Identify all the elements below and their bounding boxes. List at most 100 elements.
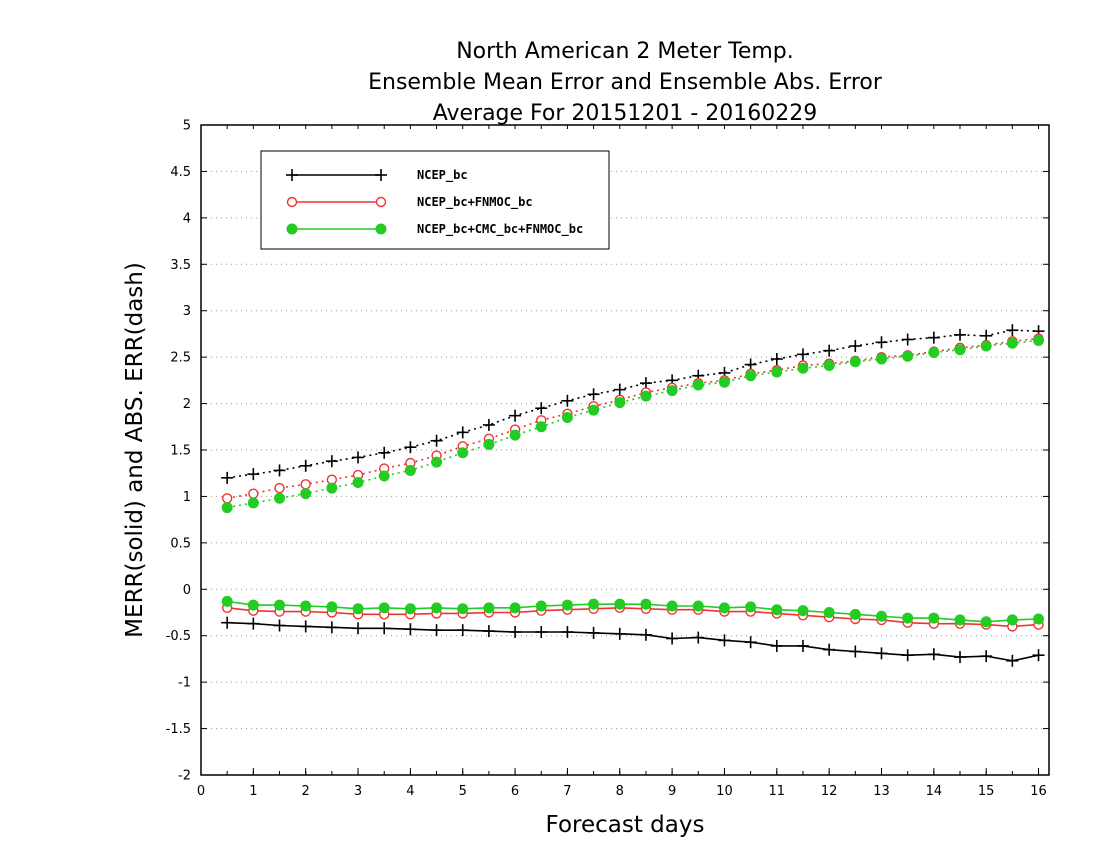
abs-err-point xyxy=(954,344,966,356)
y-tick-label: 2.5 xyxy=(170,351,191,366)
merr-point xyxy=(378,602,390,614)
merr-point xyxy=(718,602,730,614)
merr-point xyxy=(326,601,338,613)
abs-err-point xyxy=(431,456,443,468)
x-tick-label: 11 xyxy=(769,784,786,799)
merr-point xyxy=(875,610,887,622)
merr-point xyxy=(1006,614,1018,626)
x-tick-label: 13 xyxy=(873,784,890,799)
abs-err-line xyxy=(227,337,1039,500)
abs-err-point xyxy=(535,421,547,433)
series-area xyxy=(221,324,1045,667)
y-tick-label: 4.5 xyxy=(170,165,191,180)
y-tick-label: 0.5 xyxy=(170,536,191,551)
merr-point xyxy=(588,598,600,610)
chart-title-line: Ensemble Mean Error and Ensemble Abs. Er… xyxy=(368,70,883,95)
abs-err-point xyxy=(325,455,338,468)
abs-err-point xyxy=(482,418,495,431)
legend-label: NCEP_bc xyxy=(417,168,468,183)
y-tick-label: -2 xyxy=(178,769,191,784)
abs-err-point xyxy=(483,438,495,450)
merr-point xyxy=(561,599,573,611)
y-tick-label: 1.5 xyxy=(170,444,191,459)
abs-err-point xyxy=(587,388,600,401)
merr-point xyxy=(535,626,548,638)
merr-point xyxy=(378,622,391,635)
abs-err-point xyxy=(378,470,390,482)
merr-line xyxy=(227,600,1039,623)
merr-point xyxy=(404,623,417,636)
axis-ticks: 54.543.532.521.510.50-0.5-1-1.5-20 1 2 3 4 5 6… xyxy=(166,119,1049,799)
abs-err-point xyxy=(980,329,993,342)
merr-point xyxy=(796,639,809,652)
abs-err-point xyxy=(927,331,940,344)
merr-point xyxy=(482,625,495,638)
abs-err-point xyxy=(300,479,311,490)
y-tick-label: 5 xyxy=(183,119,191,134)
abs-err-point xyxy=(666,385,678,397)
merr-point xyxy=(299,620,312,633)
merr-point xyxy=(744,636,757,649)
merr-point xyxy=(692,600,704,612)
x-tick-label: 1 xyxy=(249,784,257,799)
legend-marker xyxy=(375,169,387,181)
y-tick-label: -1.5 xyxy=(166,722,191,737)
merr-point xyxy=(771,604,783,616)
x-tick-label: 0 xyxy=(197,784,205,799)
abs-err-point xyxy=(745,370,757,382)
merr-point xyxy=(640,598,652,610)
merr-point xyxy=(980,616,992,628)
abs-err-point xyxy=(561,394,574,407)
abs-err-point xyxy=(823,360,835,371)
abs-err-point xyxy=(928,347,940,358)
legend-marker xyxy=(286,169,298,181)
series-0 xyxy=(221,324,1045,667)
abs-err-line xyxy=(227,339,1039,509)
abs-err-point xyxy=(797,362,809,374)
abs-err-point xyxy=(954,328,967,341)
merr-point xyxy=(325,621,338,634)
merr-point xyxy=(221,616,234,629)
merr-point xyxy=(901,649,914,662)
merr-point xyxy=(692,631,705,644)
x-tick-label: 2 xyxy=(302,784,310,799)
abs-err-point xyxy=(796,348,809,361)
abs-err-point xyxy=(588,404,600,416)
grid-lines xyxy=(201,170,1049,730)
abs-err-point xyxy=(404,464,416,476)
abs-err-point xyxy=(744,358,757,371)
abs-err-point xyxy=(535,402,548,415)
merr-line xyxy=(227,621,1039,662)
merr-point xyxy=(902,612,914,624)
x-axis-label: Forecast days xyxy=(546,812,705,838)
merr-point xyxy=(221,595,233,607)
y-tick-label: 4 xyxy=(183,211,191,226)
y-tick-label: 2 xyxy=(183,397,191,412)
y-tick-label: 0 xyxy=(183,583,191,598)
abs-err-point xyxy=(823,344,836,357)
legend: NCEP_bc NCEP_bc+FNMOC_bc NCEP_bc+CMC_bc+FN… xyxy=(260,150,610,250)
y-tick-label: -1 xyxy=(178,676,191,691)
abs-err-point xyxy=(221,471,234,484)
abs-err-point xyxy=(901,333,914,346)
merr-point xyxy=(666,632,679,645)
abs-err-point xyxy=(430,434,443,447)
merr-point xyxy=(456,624,469,637)
x-tick-label: 6 xyxy=(511,784,519,799)
abs-err-point xyxy=(457,447,469,459)
x-tick-label: 7 xyxy=(563,784,571,799)
merr-point xyxy=(274,599,286,611)
merr-point xyxy=(509,602,521,614)
y-axis-label: MERR(solid) and ABS. ERR(dash) xyxy=(122,262,148,638)
abs-err-point xyxy=(875,336,888,349)
abs-err-point xyxy=(404,441,417,454)
y-tick-label: 3 xyxy=(183,304,191,319)
abs-err-point xyxy=(1006,324,1019,337)
abs-err-point xyxy=(299,459,312,472)
x-tick-label: 16 xyxy=(1030,784,1047,799)
x-tick-label: 12 xyxy=(821,784,838,799)
merr-point xyxy=(300,600,312,612)
merr-line xyxy=(227,607,1039,628)
abs-err-point xyxy=(902,350,914,362)
